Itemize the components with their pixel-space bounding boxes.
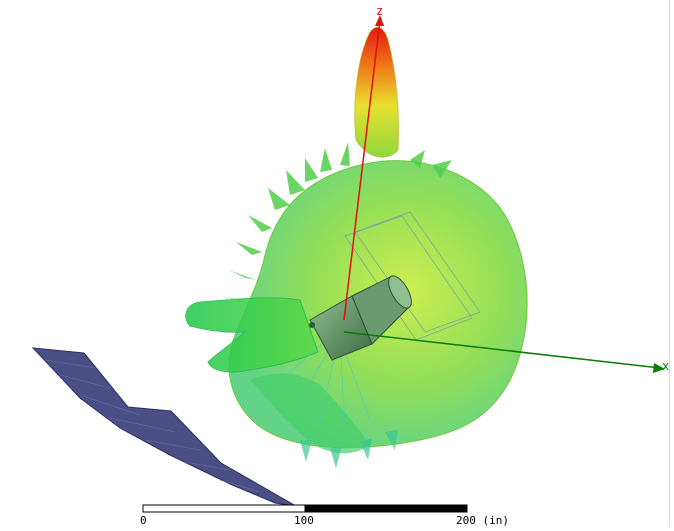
ground-plate-grid <box>44 359 261 493</box>
z-axis <box>343 15 384 321</box>
x-axis-label: x <box>662 359 669 373</box>
lower-lobe <box>250 373 370 454</box>
x-axis <box>343 331 665 373</box>
horn-antenna <box>309 275 412 361</box>
main-beam <box>354 26 399 158</box>
scale-tick-100: 100 <box>294 514 314 527</box>
scale-tick-200: 200 (in) <box>456 514 509 527</box>
scale-tick-0: 0 <box>140 514 147 527</box>
left-lobe <box>185 297 319 373</box>
sidelobe-spikes <box>222 142 452 304</box>
scale-bar <box>142 504 468 513</box>
lower-spikes <box>300 430 398 468</box>
z-axis-label: z <box>376 4 383 18</box>
viewport-border <box>669 0 670 527</box>
